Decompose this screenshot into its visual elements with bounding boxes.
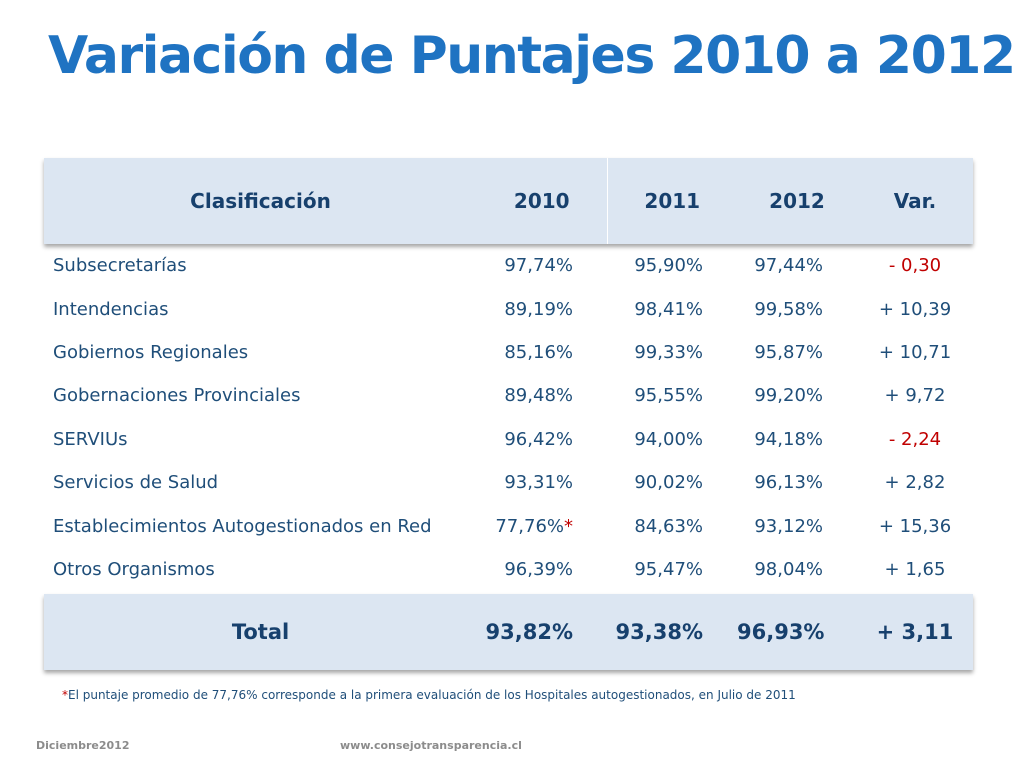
- table-row: Intendencias 89,19% 98,41% 99,58% + 10,3…: [44, 287, 973, 330]
- row-2010: 89,19%: [504, 298, 573, 320]
- total-row: Total 93,82% 93,38% 96,93% + 3,11: [44, 594, 973, 671]
- row-2012: 94,18%: [754, 428, 823, 450]
- footnote-text: El puntaje promedio de 77,76% correspond…: [68, 688, 796, 702]
- footnote-marker: *: [62, 688, 68, 702]
- row-2010-value: 77,76%: [495, 515, 564, 537]
- scores-table: Clasificación 2010 2011 2012 Var. Subsec…: [44, 158, 973, 671]
- row-2010: 77,76%*: [477, 504, 607, 547]
- header-var: Var.: [893, 189, 937, 213]
- row-name: SERVIUs: [53, 428, 128, 450]
- row-2011: 95,90%: [634, 255, 703, 277]
- total-label: Total: [231, 620, 290, 645]
- table-row: Establecimientos Autogestionados en Red …: [44, 504, 973, 547]
- row-2010: 96,39%: [504, 558, 573, 580]
- footer-date: Diciembre2012: [36, 739, 130, 752]
- table-header-row: Clasificación 2010 2011 2012 Var.: [44, 158, 973, 244]
- row-var: - 2,24: [888, 428, 942, 450]
- row-2011: 90,02%: [634, 472, 703, 494]
- row-var: + 10,39: [878, 298, 952, 320]
- table-row: Servicios de Salud 93,31% 90,02% 96,13% …: [44, 461, 973, 504]
- header-2010: 2010: [477, 158, 608, 244]
- row-name: Subsecretarías: [53, 255, 187, 277]
- row-2012: 98,04%: [754, 558, 823, 580]
- total-2011: 93,38%: [615, 620, 703, 645]
- row-2012: 99,58%: [754, 298, 823, 320]
- row-var: + 1,65: [884, 558, 946, 580]
- total-2010: 93,82%: [485, 620, 573, 645]
- footnote-marker: *: [564, 515, 573, 537]
- row-name: Establecimientos Autogestionados en Red: [53, 515, 432, 537]
- row-2012: 97,44%: [754, 255, 823, 277]
- row-2010: 85,16%: [504, 341, 573, 363]
- table-row: SERVIUs 96,42% 94,00% 94,18% - 2,24: [44, 418, 973, 461]
- table-row: Otros Organismos 96,39% 95,47% 98,04% + …: [44, 548, 973, 591]
- header-clasificacion: Clasificación: [190, 189, 331, 213]
- row-2012: 95,87%: [754, 341, 823, 363]
- row-2010: 89,48%: [504, 385, 573, 407]
- row-2011: 84,63%: [634, 515, 703, 537]
- row-var: - 0,30: [888, 255, 942, 277]
- slide-title: Variación de Puntajes 2010 a 2012: [48, 26, 1016, 86]
- total-2012: 96,93%: [737, 620, 825, 645]
- row-name: Gobiernos Regionales: [53, 341, 249, 363]
- footer-url: www.consejotransparencia.cl: [340, 739, 522, 752]
- row-name: Otros Organismos: [53, 558, 215, 580]
- row-2011: 99,33%: [634, 341, 703, 363]
- row-name: Intendencias: [53, 298, 169, 320]
- row-2012: 93,12%: [754, 515, 823, 537]
- row-2011: 95,47%: [634, 558, 703, 580]
- row-var: + 9,72: [884, 385, 946, 407]
- table-row: Subsecretarías 97,74% 95,90% 97,44% - 0,…: [44, 244, 973, 287]
- footnote: *El puntaje promedio de 77,76% correspon…: [62, 688, 796, 702]
- row-name: Gobernaciones Provinciales: [53, 385, 301, 407]
- row-var: + 10,71: [878, 341, 952, 363]
- table-row: Gobernaciones Provinciales 89,48% 95,55%…: [44, 374, 973, 417]
- row-name: Servicios de Salud: [53, 472, 219, 494]
- row-2012: 99,20%: [754, 385, 823, 407]
- row-var: + 15,36: [878, 515, 952, 537]
- table-row: Gobiernos Regionales 85,16% 99,33% 95,87…: [44, 331, 973, 374]
- row-2010: 93,31%: [504, 472, 573, 494]
- total-var: + 3,11: [876, 620, 954, 645]
- row-2011: 94,00%: [634, 428, 703, 450]
- row-2011: 98,41%: [634, 298, 703, 320]
- row-2012: 96,13%: [754, 472, 823, 494]
- row-var: + 2,82: [884, 472, 946, 494]
- header-2012: 2012: [769, 189, 825, 213]
- header-2011: 2011: [644, 189, 701, 213]
- row-2010: 97,74%: [504, 255, 573, 277]
- scores-table-container: Clasificación 2010 2011 2012 Var. Subsec…: [44, 158, 973, 671]
- row-2011: 95,55%: [634, 385, 703, 407]
- row-2010: 96,42%: [504, 428, 573, 450]
